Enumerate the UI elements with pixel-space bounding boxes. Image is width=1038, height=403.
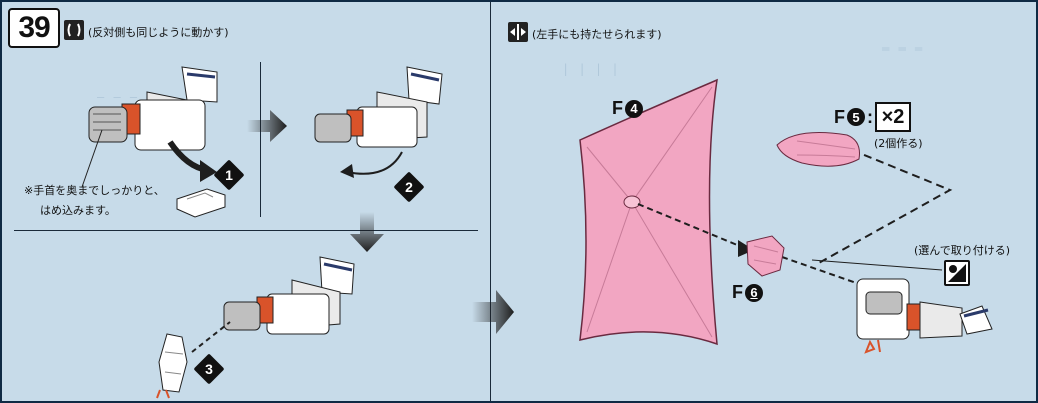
step-arrow [472,290,514,334]
arm-part-2 [315,67,442,147]
step-marker-2: 2 [393,171,424,202]
part-label-f5: F 5: ×2 [834,102,911,132]
hand-guard-part [159,334,187,392]
arm-part-right [857,279,992,339]
step-marker-1: 1 [213,159,244,190]
step-arrow [350,212,384,252]
effect-part-f6 [747,236,784,276]
step-marker-3: 3 [193,353,224,384]
arm-part-3 [224,257,354,334]
choose-note: (選んで取り付ける) [914,242,1010,258]
wrist-part [177,189,225,217]
curved-arrow [347,152,402,174]
multiplier-badge: ×2 [875,102,911,132]
make-two-note: (2個作る) [874,135,923,151]
step-arrow [247,110,287,142]
wrist-note: はめ込みます。 [40,202,116,218]
effect-sheet-f4 [580,80,717,344]
choose-one-icon [944,260,970,286]
wrist-note: ※手首を奥までしっかりと、 [24,182,165,198]
effect-part-f5 [777,133,860,167]
arm-part-1 [89,67,217,150]
